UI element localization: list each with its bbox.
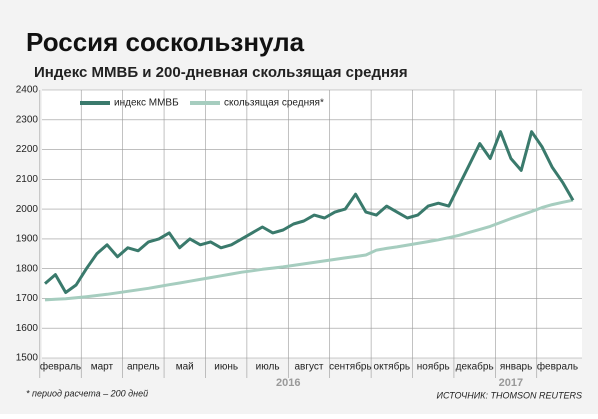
- x-tick-label: февраль: [40, 361, 81, 373]
- y-tick-label: 2000: [16, 204, 39, 215]
- series-line: [44, 130, 575, 294]
- y-tick-label: 1500: [16, 353, 39, 364]
- x-tick-label: декабрь: [456, 361, 494, 373]
- y-tick-label: 1900: [16, 234, 39, 245]
- x-tick-label: ноябрь: [417, 361, 450, 373]
- series-line: [44, 198, 574, 302]
- x-tick-label: март: [91, 362, 114, 373]
- y-tick-label: 1700: [16, 293, 39, 304]
- chart-subtitle: Индекс ММВБ и 200-дневная скользящая сре…: [34, 64, 408, 81]
- x-tick-label: апрель: [127, 362, 160, 373]
- footnote: * период расчета – 200 дней: [26, 388, 148, 398]
- y-tick-label: 1600: [16, 323, 39, 334]
- y-tick-label: 1800: [16, 263, 39, 274]
- x-tick-label: февраль: [537, 361, 578, 373]
- chart-title: Россия соскользнула: [26, 27, 305, 57]
- year-label: 2016: [276, 377, 300, 389]
- x-tick-label: июнь: [214, 362, 238, 373]
- legend-label: скользящая средняя*: [224, 98, 324, 109]
- year-label: 2017: [499, 377, 523, 389]
- x-tick-label: июль: [256, 362, 280, 373]
- x-tick-label: январь: [500, 362, 532, 373]
- y-tick-label: 2200: [16, 144, 39, 155]
- legend-label: индекс ММВБ: [114, 98, 179, 109]
- x-tick-label: май: [176, 362, 194, 373]
- y-tick-label: 2100: [16, 174, 39, 185]
- source: ИСТОЧНИК: THOMSON REUTERS: [437, 390, 582, 400]
- plot-area: [42, 90, 582, 358]
- x-tick-label: август: [295, 362, 324, 373]
- y-tick-label: 2400: [16, 85, 39, 96]
- x-tick-label: сентябрь: [329, 361, 372, 373]
- x-tick-label: октябрь: [374, 361, 411, 373]
- y-tick-label: 2300: [16, 114, 39, 125]
